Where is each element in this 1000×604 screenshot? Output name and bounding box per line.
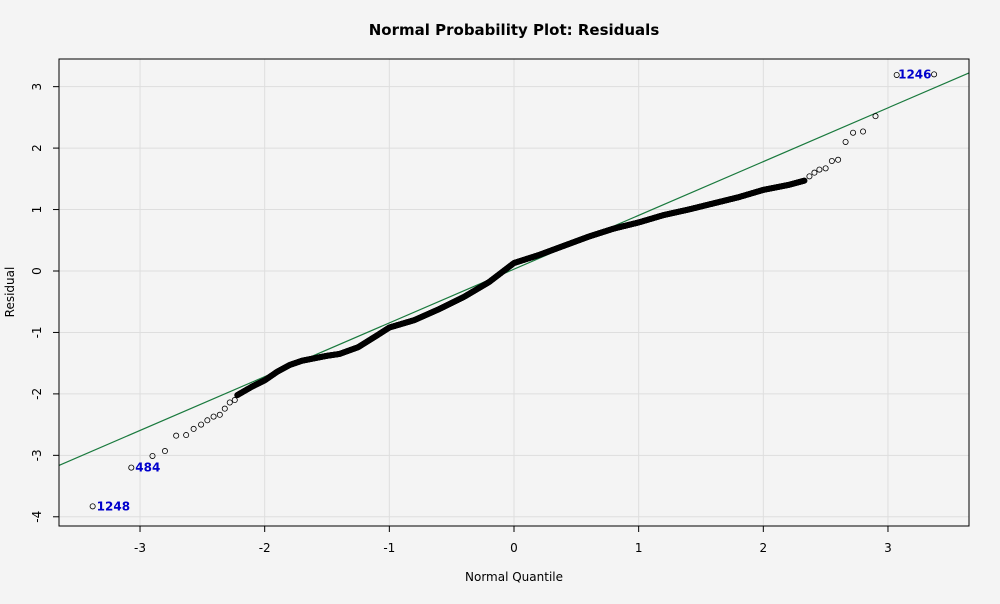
y-axis-ticks: -4 -3 -2 -1 0 1 2 3 xyxy=(30,83,59,523)
x-axis-label: Normal Quantile xyxy=(465,570,563,584)
data-point xyxy=(190,425,197,432)
data-point xyxy=(231,397,238,404)
data-point xyxy=(216,411,223,418)
x-tick-label: -1 xyxy=(383,541,395,555)
x-axis-ticks: -3 -2 -1 0 1 2 3 xyxy=(134,526,892,555)
data-point xyxy=(204,417,211,424)
y-axis-label: Residual xyxy=(3,267,17,318)
x-tick-label: 1 xyxy=(635,541,643,555)
data-point xyxy=(210,413,217,420)
data-point xyxy=(128,464,135,471)
data-points xyxy=(89,71,938,510)
data-point xyxy=(173,432,180,439)
data-point xyxy=(850,129,857,136)
y-tick-label: -3 xyxy=(30,449,44,461)
data-point xyxy=(226,399,233,406)
point-annotations: 1246 484 1248 xyxy=(97,67,932,513)
point-annotation-label: 1248 xyxy=(97,499,130,513)
x-tick-label: -2 xyxy=(259,541,271,555)
data-point xyxy=(893,71,900,78)
y-tick-label: -2 xyxy=(30,388,44,400)
y-tick-label: 1 xyxy=(30,206,44,214)
data-point xyxy=(822,165,829,172)
point-annotation-label: 1246 xyxy=(898,67,931,81)
data-point xyxy=(811,169,818,176)
data-point xyxy=(221,405,228,412)
data-point xyxy=(183,432,190,439)
y-tick-label: 0 xyxy=(30,267,44,275)
x-tick-label: 2 xyxy=(759,541,767,555)
data-point xyxy=(149,452,156,459)
data-point xyxy=(161,448,168,455)
point-annotation-label: 484 xyxy=(135,461,160,475)
data-point xyxy=(89,503,96,510)
data-point xyxy=(801,177,808,184)
chart-title: Normal Probability Plot: Residuals xyxy=(369,21,660,39)
data-point xyxy=(835,156,842,163)
y-tick-label: -1 xyxy=(30,326,44,338)
x-tick-label: 0 xyxy=(510,541,518,555)
y-tick-label: 2 xyxy=(30,144,44,152)
y-tick-label: 3 xyxy=(30,83,44,91)
data-point xyxy=(806,173,813,180)
grid xyxy=(59,59,969,526)
data-point xyxy=(198,421,205,428)
reference-line-layer xyxy=(58,72,970,466)
data-point xyxy=(816,166,823,173)
data-point xyxy=(842,138,849,145)
data-point xyxy=(872,113,879,120)
x-tick-label: -3 xyxy=(134,541,146,555)
x-tick-label: 3 xyxy=(884,541,892,555)
data-point xyxy=(860,128,867,135)
reference-line xyxy=(58,72,970,466)
y-tick-label: -4 xyxy=(30,511,44,523)
data-point xyxy=(828,157,835,164)
data-point xyxy=(931,71,938,78)
